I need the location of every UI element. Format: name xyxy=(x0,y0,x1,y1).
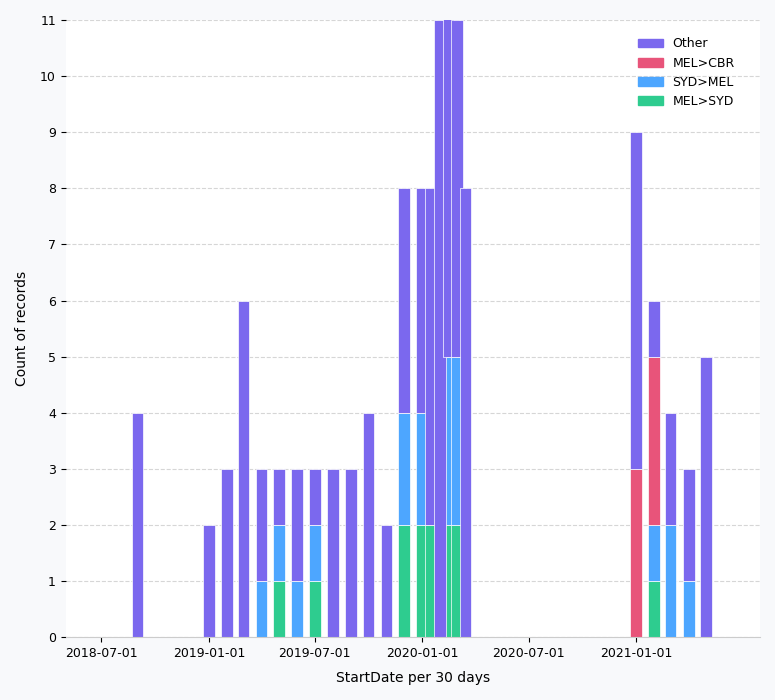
Bar xyxy=(398,188,410,413)
Bar xyxy=(398,525,410,637)
Bar xyxy=(416,413,428,525)
Bar xyxy=(203,525,215,637)
Bar xyxy=(649,356,660,525)
Bar xyxy=(256,469,267,581)
Bar xyxy=(451,525,463,637)
Bar xyxy=(327,469,339,637)
Bar xyxy=(345,469,356,637)
X-axis label: StartDate per 30 days: StartDate per 30 days xyxy=(336,671,490,685)
Bar xyxy=(630,132,642,469)
Bar xyxy=(381,525,392,637)
Bar xyxy=(665,413,677,525)
Bar xyxy=(237,300,250,637)
Bar xyxy=(273,469,285,525)
Bar xyxy=(363,413,374,637)
Bar xyxy=(451,356,463,525)
Bar xyxy=(649,300,660,356)
Bar xyxy=(416,525,428,637)
Bar xyxy=(308,525,321,581)
Bar xyxy=(665,525,677,637)
Bar xyxy=(291,469,303,581)
Bar xyxy=(398,413,410,525)
Bar xyxy=(256,581,267,637)
Bar xyxy=(443,525,454,637)
Bar xyxy=(291,581,303,637)
Bar xyxy=(273,525,285,581)
Bar xyxy=(460,188,471,637)
Bar xyxy=(221,469,232,637)
Bar xyxy=(649,581,660,637)
Bar xyxy=(416,188,428,413)
Bar xyxy=(425,188,436,525)
Bar xyxy=(425,525,436,637)
Bar xyxy=(701,356,712,637)
Bar xyxy=(435,20,446,637)
Y-axis label: Count of records: Count of records xyxy=(15,271,29,386)
Bar xyxy=(683,581,694,637)
Legend: Other, MEL>CBR, SYD>MEL, MEL>SYD: Other, MEL>CBR, SYD>MEL, MEL>SYD xyxy=(632,32,740,113)
Bar xyxy=(308,469,321,525)
Bar xyxy=(443,356,454,525)
Bar xyxy=(630,469,642,637)
Bar xyxy=(683,469,694,581)
Bar xyxy=(308,581,321,637)
Bar xyxy=(273,581,285,637)
Bar xyxy=(443,0,454,356)
Bar xyxy=(132,413,143,637)
Bar xyxy=(451,20,463,356)
Bar xyxy=(649,525,660,581)
